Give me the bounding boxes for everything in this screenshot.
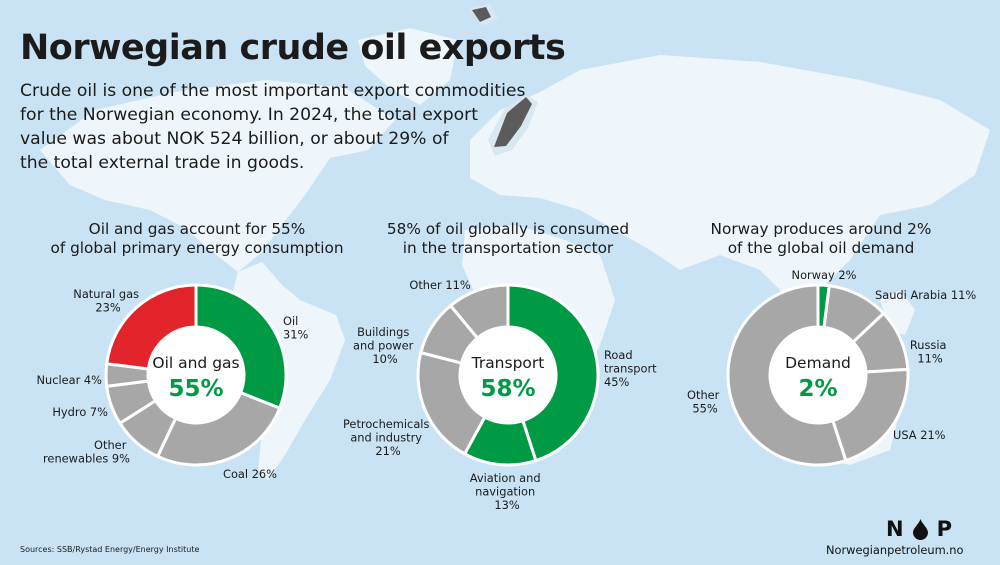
slice-label-norway: Norway 2%	[792, 268, 857, 282]
donut-slice-5	[105, 283, 198, 371]
chart-heading-demand: Norway produces around 2% of the global …	[656, 220, 986, 258]
intro-text: Crude oil is one of the most important e…	[20, 79, 600, 175]
slice-label-road-transport: Road transport 45%	[604, 348, 660, 389]
logo: N P	[886, 517, 952, 541]
chart-heading-line: of the global oil demand	[727, 239, 915, 257]
website-link[interactable]: Norwegianpetroleum.no	[826, 543, 964, 557]
sources-note: Sources: SSB/Rystad Energy/Energy Instit…	[20, 545, 200, 554]
slice-label-other-demand: Other 55%	[687, 388, 723, 416]
slice-label-natural-gas: Natural gas 23%	[73, 287, 142, 315]
intro-line: for the Norwegian economy. In 2024, the …	[20, 105, 478, 125]
intro-line: Crude oil is one of the most important e…	[20, 81, 526, 101]
chart-heading-line: in the transportation sector	[402, 239, 614, 257]
center-label: Transport	[471, 354, 545, 372]
logo-letter-p: P	[936, 517, 952, 541]
chart-heading-line: of global primary energy consumption	[50, 239, 344, 257]
intro-line: the total external trade in goods.	[20, 153, 305, 173]
slice-label-aviation: Aviation and navigation 13%	[470, 471, 545, 512]
donut-hole	[770, 327, 866, 423]
chart-heading-transport: 58% of oil globally is consumed in the t…	[343, 220, 673, 258]
slice-label-coal: Coal 26%	[223, 467, 277, 481]
chart-heading-line: Norway produces around 2%	[710, 220, 932, 238]
slice-label-usa: USA 21%	[893, 428, 946, 442]
donut-hole	[148, 327, 244, 423]
center-label: Demand	[785, 354, 851, 372]
slice-label-petrochemicals: Petrochemicals and industry 21%	[343, 417, 433, 458]
intro-line: value was about NOK 524 billion, or abou…	[20, 129, 449, 149]
slice-label-nuclear: Nuclear 4%	[36, 373, 102, 387]
center-value: 2%	[798, 376, 837, 402]
chart-heading-energy: Oil and gas account for 55% of global pr…	[32, 220, 362, 258]
slice-label-russia: Russia 11%	[910, 338, 950, 366]
slice-label-other-transport: Other 11%	[409, 278, 470, 292]
center-label: Oil and gas	[152, 354, 239, 372]
donut-hole	[460, 327, 556, 423]
center-value: 58%	[480, 376, 535, 402]
slice-label-other-renewables: Other renewables 9%	[43, 438, 130, 466]
chart-heading-line: Oil and gas account for 55%	[88, 220, 306, 238]
center-value: 55%	[168, 376, 223, 402]
page-title: Norwegian crude oil exports	[20, 28, 566, 68]
slice-label-buildings: Buildings and power 10%	[353, 325, 417, 366]
slice-label-hydro: Hydro 7%	[52, 405, 108, 419]
slice-label-oil: Oil 31%	[283, 314, 308, 342]
oil-drop-icon	[912, 518, 928, 540]
chart-heading-line: 58% of oil globally is consumed	[386, 220, 630, 238]
slice-label-saudi-arabia: Saudi Arabia 11%	[875, 288, 976, 302]
logo-letter-n: N	[886, 517, 904, 541]
